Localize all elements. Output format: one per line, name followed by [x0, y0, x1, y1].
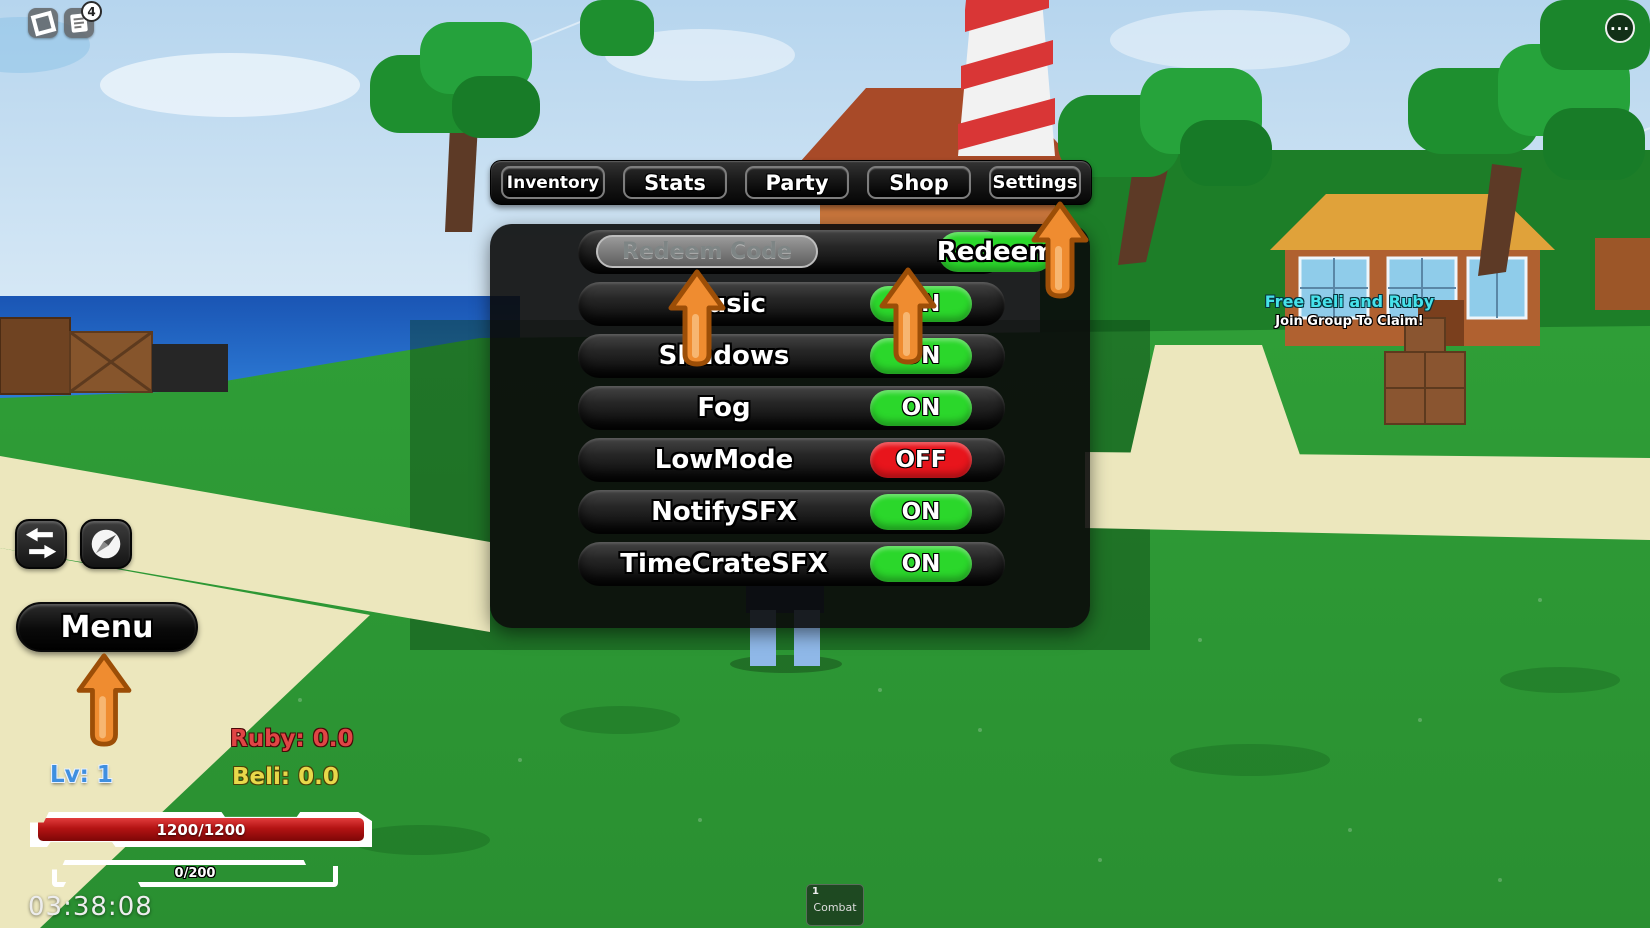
roblox-logo-icon — [30, 10, 56, 36]
tab-party[interactable]: Party — [745, 166, 849, 199]
redeem-row: Redeem — [578, 230, 1055, 274]
tab-inventory[interactable]: Inventory — [501, 166, 605, 199]
setting-row-notifysfx: NotifySFX ON — [578, 490, 1005, 534]
energy-bar: 0/200 — [52, 860, 338, 887]
ruby-label: Ruby: 0.0 — [230, 726, 354, 752]
toggle-fog[interactable]: ON — [870, 390, 972, 426]
tab-settings[interactable]: Settings — [989, 166, 1081, 199]
ellipsis-icon: ... — [1609, 16, 1631, 34]
toggle-lowmode[interactable]: OFF — [870, 442, 972, 478]
health-value: 1200/1200 — [156, 820, 246, 839]
compass-button[interactable] — [80, 519, 132, 569]
hotbar-slot-1[interactable]: 1 Combat — [806, 884, 864, 926]
more-button[interactable]: ... — [1605, 13, 1635, 43]
promo-line2: Join Group To Claim! — [1275, 314, 1424, 329]
redeem-code-input[interactable] — [596, 235, 818, 268]
toggle-notifysfx[interactable]: ON — [870, 494, 972, 530]
promo-line1: Free Beli and Ruby — [1264, 292, 1435, 311]
swap-view-button[interactable] — [15, 519, 67, 569]
energy-value: 0/200 — [174, 866, 216, 881]
toggle-music[interactable]: ON — [870, 286, 972, 322]
setting-row-shadows: Shadows ON — [578, 334, 1005, 378]
redeem-button[interactable]: Redeem — [937, 232, 1055, 272]
chat-badge: 4 — [81, 1, 102, 22]
hotbar-slot-label: Combat — [813, 901, 857, 914]
setting-row-fog: Fog ON — [578, 386, 1005, 430]
setting-row-lowmode: LowMode OFF — [578, 438, 1005, 482]
level-label: Lv: 1 — [50, 762, 113, 788]
tab-shop[interactable]: Shop — [867, 166, 971, 199]
hotbar-slot-key: 1 — [812, 886, 819, 897]
health-bar: 1200/1200 — [30, 812, 372, 847]
roblox-menu-button[interactable] — [28, 8, 58, 38]
nav-tab-bar: Inventory Stats Party Shop Settings — [490, 160, 1092, 205]
swap-arrows-icon — [25, 527, 57, 559]
beli-label: Beli: 0.0 — [232, 764, 339, 790]
game-clock: 03:38:08 — [28, 892, 153, 922]
toggle-timecratesfx[interactable]: ON — [870, 546, 972, 582]
compass-icon — [91, 529, 121, 559]
settings-panel: Redeem Music ON Shadows ON Fog ON LowMod… — [490, 224, 1090, 628]
tab-stats[interactable]: Stats — [623, 166, 727, 199]
group-promo: Free Beli and Ruby Join Group To Claim! — [1252, 292, 1447, 329]
toggle-shadows[interactable]: ON — [870, 338, 972, 374]
health-bar-fill: 1200/1200 — [38, 818, 364, 841]
setting-row-timecratesfx: TimeCrateSFX ON — [578, 542, 1005, 586]
setting-row-music: Music ON — [578, 282, 1005, 326]
menu-button[interactable]: Menu — [16, 602, 198, 652]
